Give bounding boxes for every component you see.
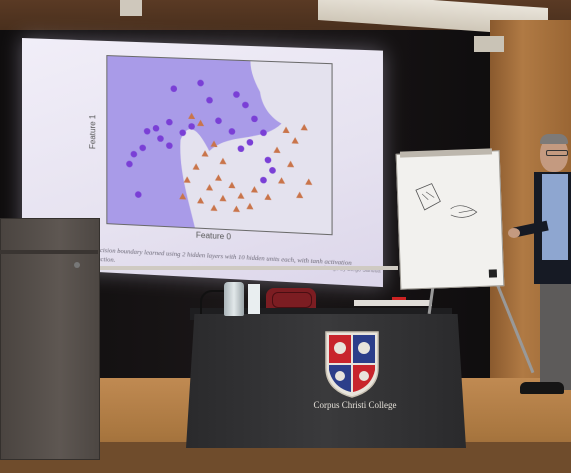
plastic-cup: [248, 284, 260, 314]
presenter-shoe: [520, 382, 564, 394]
water-bottle: [224, 282, 244, 316]
wall-bracket: [474, 36, 504, 52]
presenter-shirt: [542, 174, 568, 260]
presenter-hand: [508, 228, 520, 238]
college-crest-icon: [324, 330, 380, 398]
presenter-glasses: [546, 150, 568, 156]
scatter-chart: [107, 56, 331, 234]
flipchart-sketch: [397, 151, 502, 286]
presenter-legs: [540, 280, 571, 390]
slide-caption: Decision boundary learned using 2 hidden…: [92, 246, 370, 279]
flipchart: [396, 150, 505, 290]
x-axis-label: Feature 0: [196, 231, 231, 242]
presenter-hair: [540, 134, 568, 144]
lectern-slot: [0, 250, 98, 254]
lectern: [0, 218, 100, 460]
ceiling-fixture: [120, 0, 142, 16]
college-name: Corpus Christi College: [300, 400, 410, 410]
lectern-keyhole: [74, 262, 80, 268]
chair-back: [272, 292, 312, 308]
papers: [354, 300, 432, 306]
y-axis-label: Feature 1: [88, 114, 97, 149]
red-marker: [392, 297, 406, 300]
decision-boundary-plot: [106, 55, 332, 235]
